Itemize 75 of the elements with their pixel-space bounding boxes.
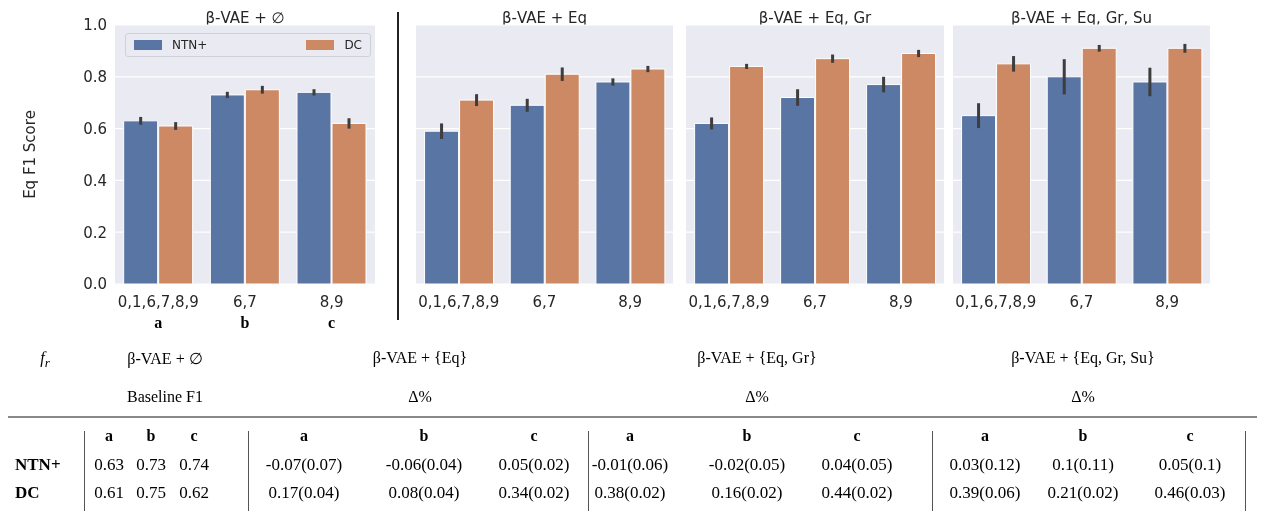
y-axis-title: Eq F1 Score	[21, 110, 40, 199]
category-label: b	[1078, 427, 1088, 444]
text: 0.73	[136, 455, 166, 474]
category-label: b	[419, 427, 429, 444]
text: 0.1(0.11)	[1052, 455, 1114, 474]
y-tick-label: 0.0	[83, 275, 107, 294]
category-label: c	[1186, 427, 1194, 444]
text: 0.75	[136, 483, 166, 502]
category-label: b	[146, 427, 156, 444]
text: a	[154, 314, 163, 331]
text: c	[328, 314, 336, 331]
category-label: a	[300, 427, 308, 444]
x-tick-label: 0,1,6,7,8,9	[955, 293, 1037, 311]
chart-title: β-VAE + ∅	[204, 9, 286, 27]
category-label: a	[626, 427, 634, 444]
x-tick-label: 8,9	[618, 293, 643, 311]
text: Δ%	[1070, 388, 1096, 406]
chart-title: β-VAE + Eq, Gr	[757, 9, 873, 27]
chart-title: β-VAE + Eq	[500, 9, 589, 27]
text: β-VAE + ∅	[127, 350, 203, 367]
text: f$_{r}$	[40, 349, 50, 371]
text: Baseline F1	[126, 388, 204, 406]
text: 0.62	[179, 483, 209, 502]
x-tick-label: 8,9	[1155, 293, 1180, 311]
category-label: c	[853, 427, 861, 444]
y-tick-label: 0.8	[83, 68, 107, 87]
legend-label: NTN+	[172, 38, 208, 52]
category-label: NTN+	[15, 455, 61, 474]
y-tick-label: 1.0	[83, 16, 107, 35]
y-tick-label: 0.2	[83, 223, 107, 242]
x-tick-label: 0,1,6,7,8,9	[688, 293, 770, 311]
text: 0.74	[179, 455, 209, 474]
text: 0.34(0.02)	[498, 483, 570, 502]
text: 0.38(0.02)	[594, 483, 666, 502]
text: β-VAE + {Eq, Gr}	[696, 349, 818, 367]
x-tick-label: 0,1,6,7,8,9	[418, 293, 500, 311]
text: 0.61	[94, 483, 124, 502]
text: -0.02(0.05)	[708, 455, 786, 474]
x-tick-label: 8,9	[319, 293, 344, 311]
text: 0.05(0.02)	[498, 455, 570, 474]
text: 0.39(0.06)	[949, 483, 1021, 502]
text: 0.16(0.02)	[711, 483, 783, 502]
text: Δ%	[407, 388, 433, 406]
text: 0.03(0.12)	[949, 455, 1021, 474]
x-tick-label: 6,7	[803, 293, 827, 311]
text: β-VAE + {Eq, Gr, Su}	[1010, 349, 1156, 367]
text: -0.06(0.04)	[385, 455, 463, 474]
category-label: DC	[15, 483, 40, 502]
legend-label: DC	[344, 38, 362, 52]
text: 0.63	[94, 455, 124, 474]
text: 0.21(0.02)	[1047, 483, 1119, 502]
x-tick-label: 0,1,6,7,8,9	[117, 293, 199, 311]
x-tick-label: 6,7	[1069, 293, 1094, 311]
text: Δ%	[744, 388, 770, 406]
text: -0.01(0.06)	[591, 455, 669, 474]
text: b	[240, 314, 250, 331]
text: 0.44(0.02)	[821, 483, 893, 502]
x-tick-label: 6,7	[233, 293, 257, 311]
category-label: a	[105, 427, 113, 444]
y-tick-label: 0.6	[83, 119, 107, 138]
text: β-VAE + {Eq}	[371, 349, 469, 367]
text: 0.08(0.04)	[388, 483, 460, 502]
text: 0.46(0.03)	[1154, 483, 1226, 502]
x-tick-label: 6,7	[532, 293, 557, 311]
text: 0.05(0.1)	[1158, 455, 1222, 474]
text: 0.17(0.04)	[268, 483, 340, 502]
category-label: c	[530, 427, 538, 444]
category-label: b	[742, 427, 752, 444]
text: 0.04(0.05)	[821, 455, 893, 474]
category-label: c	[190, 427, 198, 444]
x-tick-label: 8,9	[889, 293, 913, 311]
text: -0.07(0.07)	[265, 455, 343, 474]
y-tick-label: 0.4	[83, 171, 107, 190]
chart-title: β-VAE + Eq, Gr, Su	[1010, 9, 1153, 27]
category-label: a	[981, 427, 989, 444]
